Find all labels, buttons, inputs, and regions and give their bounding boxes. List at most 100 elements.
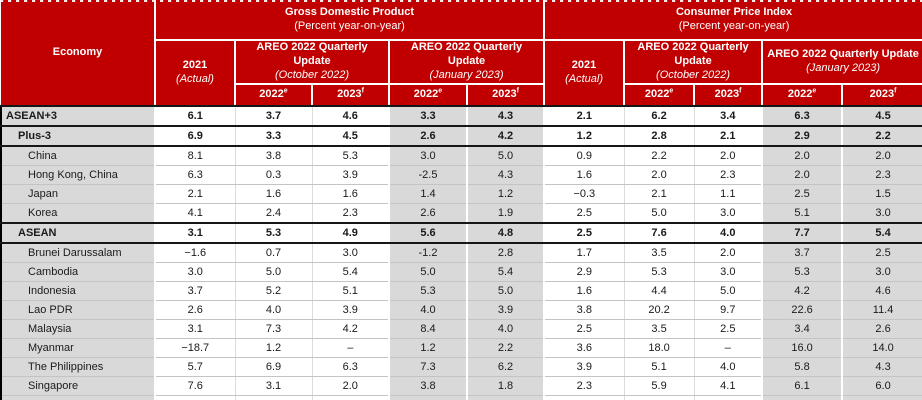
cpi-jan-title: AREO 2022 Quarterly Update <box>767 48 919 61</box>
value-cell: 6.3 <box>312 357 390 377</box>
value-cell: 5.4 <box>312 262 390 282</box>
economy-cell: Plus-3 <box>0 126 156 147</box>
value-cell: 5.3 <box>624 262 695 282</box>
value-cell: 3.0 <box>694 262 763 282</box>
gdp-2021-actual-header: 2021 (Actual) <box>155 39 236 107</box>
value-cell: 2.0 <box>761 146 844 166</box>
table-row: China 8.1 3.8 5.3 3.0 5.0 0.9 2.2 2.0 2.0 2.0 <box>0 146 922 166</box>
cpi-group-header: Consumer Price Index (Percent year-on-ye… <box>543 0 922 41</box>
economy-cell: Hong Kong, China <box>0 165 156 185</box>
year-col-header: 2022e <box>761 83 844 107</box>
table-body: ASEAN+3 6.1 3.7 4.6 3.3 4.3 2.1 6.2 3.4 6.3 4.5 Plu… <box>0 106 922 400</box>
year-col-header: 2023f <box>693 83 764 107</box>
value-cell: 2.6 <box>841 319 922 339</box>
cpi-group-subtitle: (Percent year-on-year) <box>678 19 790 32</box>
value-cell: −1.6 <box>155 243 236 263</box>
clipped-cell <box>694 395 763 400</box>
table-row: Hong Kong, China 6.3 0.3 3.9 -2.5 4.3 1.6 2.0 2.… <box>0 165 922 185</box>
economy-cell: Singapore <box>0 376 156 396</box>
economy-cell: Japan <box>0 184 156 204</box>
value-cell: 4.8 <box>465 223 546 244</box>
value-cell: 0.7 <box>235 243 313 263</box>
value-cell: 3.1 <box>155 223 236 244</box>
value-cell: 4.2 <box>761 281 844 301</box>
table-row: Indonesia 3.7 5.2 5.1 5.3 5.0 1.6 4.4 5.0 4.2 4.6 <box>0 281 922 301</box>
value-cell: 5.3 <box>388 281 468 301</box>
economy-cell: Lao PDR <box>0 300 156 320</box>
value-cell: 5.1 <box>624 357 695 377</box>
value-cell: 5.3 <box>312 146 390 166</box>
clipped-cell <box>0 395 156 400</box>
value-cell: 3.7 <box>155 281 236 301</box>
value-cell: 4.0 <box>235 300 313 320</box>
value-cell: 2.9 <box>761 126 844 147</box>
gdp-october-update-header: AREO 2022 Quarterly Update (October 2022… <box>234 39 390 85</box>
value-cell: 5.1 <box>312 281 390 301</box>
value-cell: 4.2 <box>465 126 546 147</box>
value-cell: 6.3 <box>155 165 236 185</box>
clipped-cell <box>235 395 313 400</box>
value-cell: 5.7 <box>155 357 236 377</box>
gdp-january-update-header: AREO 2022 Quarterly Update (January 2023… <box>387 39 546 85</box>
table-row: The Philippines 5.7 6.9 6.3 7.3 6.2 3.9 5.1 4.0 5… <box>0 357 922 377</box>
value-cell: 4.0 <box>388 300 468 320</box>
value-cell: 18.0 <box>624 338 695 358</box>
table-row: Singapore 7.6 3.1 2.0 3.8 1.8 2.3 5.9 4.1 6.1 6.0 <box>0 376 922 396</box>
value-cell: 7.6 <box>155 376 236 396</box>
value-cell: 1.2 <box>544 126 625 147</box>
value-cell: 4.3 <box>841 357 922 377</box>
cpi-2021-label: 2021 <box>571 59 597 72</box>
value-cell: 6.1 <box>155 106 236 127</box>
value-cell: 5.3 <box>235 223 313 244</box>
gdp-group-title: Gross Domestic Product <box>285 5 415 18</box>
table-row: ASEAN 3.1 5.3 4.9 5.6 4.8 2.5 7.6 4.0 7.7 5.4 <box>0 223 922 244</box>
value-cell: 2.2 <box>841 126 922 147</box>
value-cell: 8.4 <box>388 319 468 339</box>
value-cell: – <box>694 338 763 358</box>
value-cell: 6.9 <box>235 357 313 377</box>
value-cell: 3.5 <box>624 319 695 339</box>
value-cell: 5.0 <box>465 146 546 166</box>
value-cell: 16.0 <box>761 338 844 358</box>
value-cell: 4.0 <box>694 223 763 244</box>
value-cell: 3.0 <box>841 262 922 282</box>
value-cell: 6.2 <box>465 357 546 377</box>
value-cell: 3.4 <box>694 106 763 127</box>
value-cell: 1.2 <box>388 338 468 358</box>
value-cell: 4.4 <box>624 281 695 301</box>
value-cell: −0.3 <box>544 184 625 204</box>
table-row: Myanmar −18.7 1.2–1.2 2.2 3.6 18.0–16.0 14.0 <box>0 338 922 358</box>
gdp-jan-subtitle: (January 2023) <box>429 68 504 81</box>
value-cell: 2.6 <box>155 300 236 320</box>
value-cell: 2.1 <box>624 184 695 204</box>
table-row: Lao PDR 2.6 4.0 3.9 4.0 3.9 3.8 20.2 9.7 22.6 11.4 <box>0 300 922 320</box>
economy-cell: Cambodia <box>0 262 156 282</box>
value-cell: 5.6 <box>388 223 468 244</box>
value-cell: 7.7 <box>761 223 844 244</box>
table-row: Japan 2.1 1.6 1.6 1.4 1.2 −0.3 2.1 1.1 2.5 1.5 <box>0 184 922 204</box>
cpi-oct-subtitle: (October 2022) <box>656 68 731 81</box>
value-cell: 5.0 <box>624 203 695 224</box>
value-cell: 2.8 <box>624 126 695 147</box>
value-cell: 3.9 <box>312 300 390 320</box>
value-cell: 2.4 <box>235 203 313 224</box>
value-cell: 1.2 <box>235 338 313 358</box>
value-cell: 2.0 <box>694 243 763 263</box>
year-col-header: 2023f <box>311 83 390 107</box>
value-cell: 1.2 <box>465 184 546 204</box>
value-cell: 2.5 <box>761 184 844 204</box>
cpi-jan-subtitle: (January 2023) <box>806 62 881 74</box>
value-cell: 3.0 <box>841 203 922 224</box>
value-cell: 4.5 <box>312 126 390 147</box>
value-cell: 2.3 <box>312 203 390 224</box>
value-cell: 2.0 <box>694 146 763 166</box>
value-cell: 2.3 <box>841 165 922 185</box>
value-cell: 3.9 <box>312 165 390 185</box>
value-cell: 1.5 <box>841 184 922 204</box>
value-cell: 5.4 <box>465 262 546 282</box>
value-cell: 4.1 <box>155 203 236 224</box>
table-row: Plus-3 6.9 3.3 4.5 2.6 4.2 1.2 2.8 2.1 2.9 2.2 <box>0 126 922 147</box>
clipped-cell <box>388 395 468 400</box>
value-cell: 7.3 <box>388 357 468 377</box>
